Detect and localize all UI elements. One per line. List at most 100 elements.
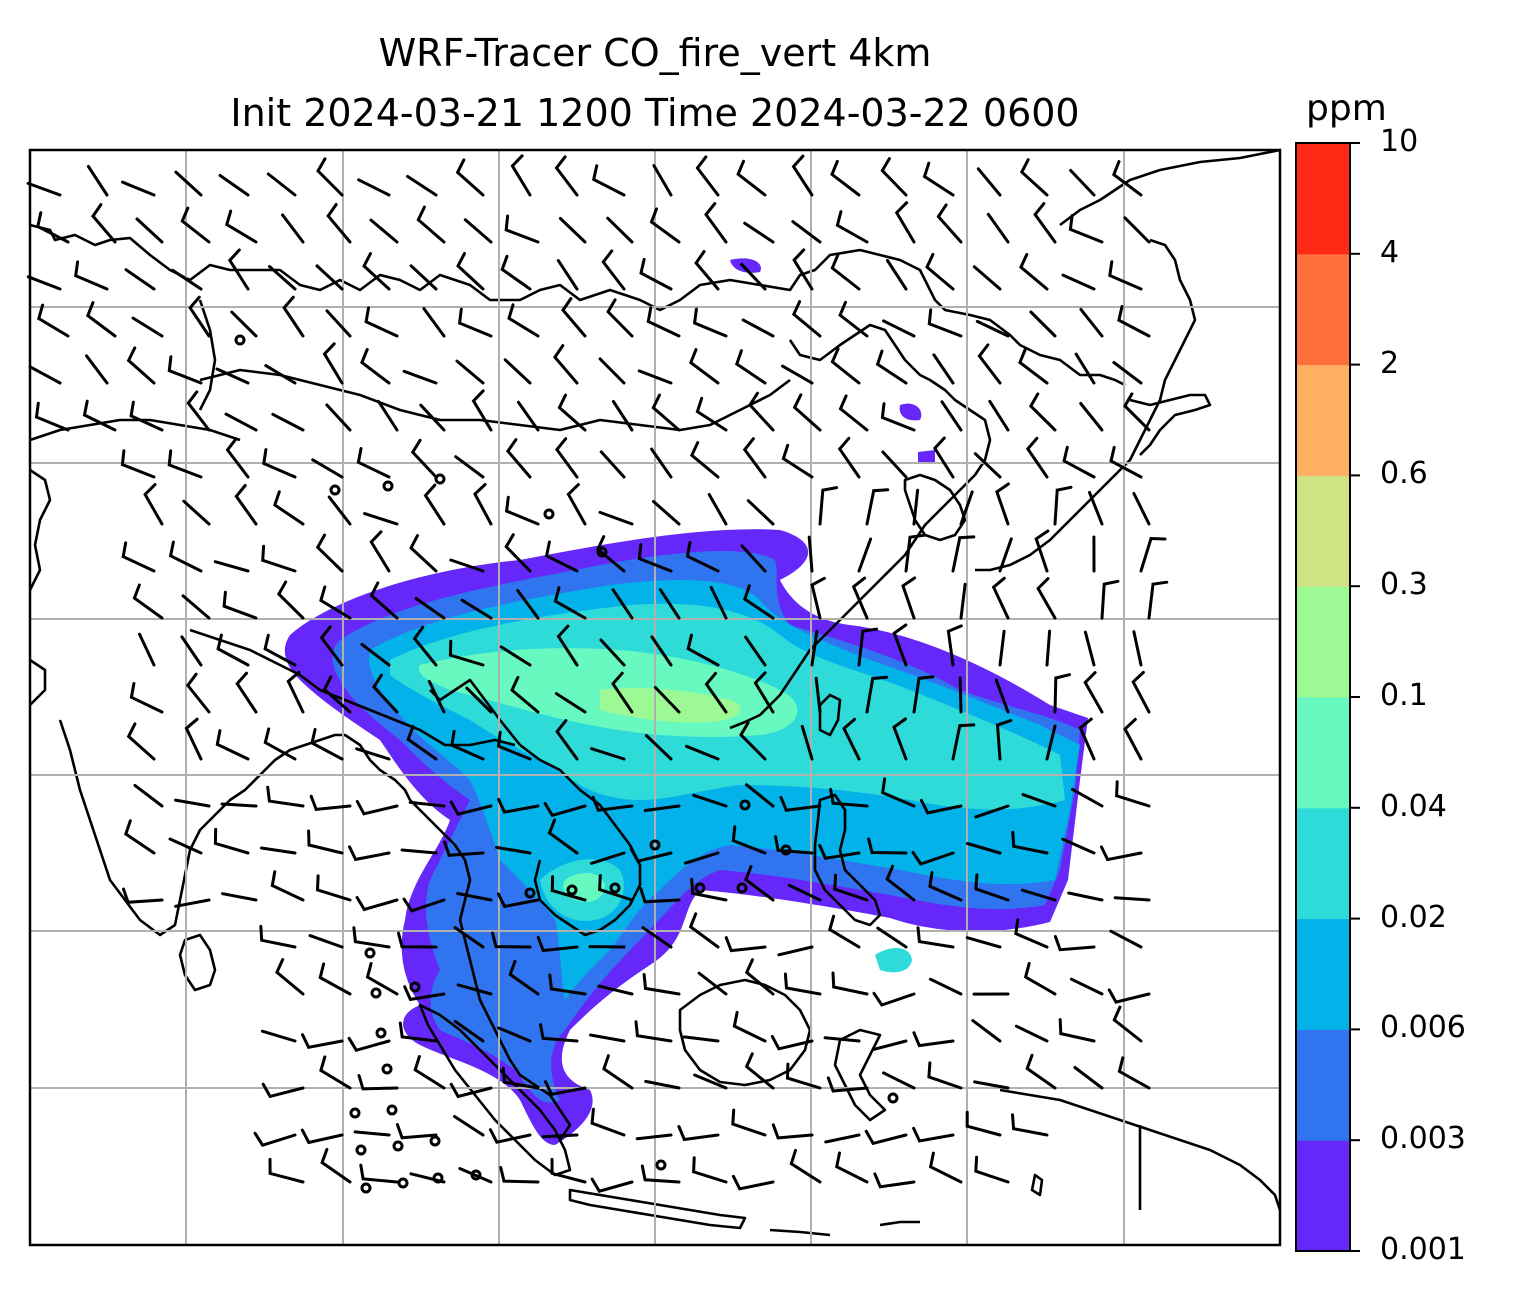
wind-barb bbox=[864, 1129, 908, 1146]
wind-barb bbox=[454, 455, 485, 479]
wind-barb bbox=[398, 1021, 438, 1043]
wind-barb bbox=[743, 865, 775, 902]
wind-barb bbox=[488, 1128, 532, 1144]
wind-barb bbox=[448, 639, 485, 667]
wind-barb bbox=[37, 303, 70, 338]
wind-barb bbox=[261, 1082, 305, 1099]
wind-barb bbox=[590, 1177, 634, 1193]
wind-barb bbox=[310, 727, 344, 761]
wind-barb bbox=[912, 488, 920, 526]
wind-barb bbox=[1079, 402, 1104, 432]
wind-barb bbox=[651, 393, 681, 432]
wind-barb bbox=[611, 671, 634, 714]
calm-wind-circle bbox=[392, 1140, 404, 1152]
wind-barb bbox=[406, 724, 438, 761]
wind-barb bbox=[1109, 445, 1143, 479]
wind-barb bbox=[688, 912, 720, 949]
wind-barb bbox=[510, 154, 532, 197]
calm-wind-circle bbox=[355, 1144, 367, 1156]
wind-barb bbox=[495, 845, 532, 855]
calm-wind-circle bbox=[649, 839, 661, 851]
wind-barb bbox=[225, 437, 250, 479]
wind-barb bbox=[500, 254, 532, 291]
wind-barb bbox=[876, 926, 908, 949]
wind-barb bbox=[311, 458, 344, 479]
wind-barb bbox=[1011, 830, 1049, 855]
wind-barb bbox=[541, 1133, 579, 1139]
calm-wind-circle bbox=[329, 484, 341, 496]
calm-wind-circle bbox=[543, 508, 555, 520]
wind-barb bbox=[547, 818, 579, 855]
wind-barb bbox=[1053, 935, 1096, 952]
wind-barb bbox=[867, 837, 908, 855]
wind-barb bbox=[143, 483, 164, 526]
calm-wind-circle bbox=[360, 1182, 372, 1194]
wind-barb bbox=[132, 583, 164, 620]
wind-barb bbox=[704, 202, 728, 244]
wind-barb bbox=[928, 1151, 963, 1184]
wind-barb bbox=[928, 871, 963, 902]
calm-wind-circle bbox=[429, 1135, 441, 1147]
wind-barb bbox=[167, 355, 203, 385]
wind-barb bbox=[590, 1107, 626, 1137]
wind-barb bbox=[744, 635, 767, 667]
wind-barb bbox=[1033, 202, 1057, 244]
wind-barb bbox=[1034, 529, 1050, 573]
colorbar-tick-label: 0.001 bbox=[1380, 1232, 1466, 1267]
wind-barb bbox=[1132, 630, 1143, 667]
wind-barb bbox=[516, 589, 540, 620]
wind-barb bbox=[1112, 1005, 1143, 1043]
wind-barb bbox=[271, 412, 305, 432]
wind-barb bbox=[122, 887, 164, 904]
wind-barb bbox=[309, 794, 352, 812]
wind-barb bbox=[300, 1128, 344, 1145]
wind-barb bbox=[369, 581, 399, 620]
wind-barb bbox=[268, 1157, 305, 1184]
coastline-india-west bbox=[28, 468, 52, 591]
wind-barb bbox=[326, 203, 352, 244]
wind-barb bbox=[259, 846, 297, 855]
wind-barb bbox=[606, 298, 634, 338]
wind-barb bbox=[777, 945, 814, 957]
wind-barb bbox=[599, 638, 626, 667]
colorbar-swatch bbox=[1296, 697, 1350, 809]
wind-barb bbox=[414, 597, 446, 620]
calm-wind-circle bbox=[736, 882, 748, 894]
calm-wind-circle bbox=[694, 882, 706, 894]
wind-barb bbox=[922, 161, 955, 197]
wind-barb bbox=[499, 645, 532, 667]
colorbar-swatch bbox=[1296, 918, 1350, 1030]
wind-barb bbox=[771, 1123, 814, 1140]
wind-barb bbox=[977, 343, 1002, 385]
wind-barb bbox=[174, 798, 211, 808]
wind-barb bbox=[1068, 214, 1104, 244]
wind-barb bbox=[566, 483, 587, 526]
coastline-indochina bbox=[409, 799, 572, 1141]
wind-barb bbox=[597, 984, 634, 996]
coastline-kamchatka bbox=[975, 238, 1197, 572]
wind-barb bbox=[556, 624, 579, 667]
wind-barb bbox=[558, 217, 587, 244]
wind-barb bbox=[1036, 577, 1057, 620]
wind-barb bbox=[496, 730, 532, 761]
wind-barb bbox=[443, 840, 485, 857]
wind-barb bbox=[642, 973, 681, 996]
wind-barb bbox=[637, 369, 673, 385]
wind-barb bbox=[253, 1131, 297, 1147]
wind-barb bbox=[650, 635, 673, 667]
wind-barb bbox=[692, 793, 728, 808]
wind-barb bbox=[410, 438, 438, 479]
wind-barb bbox=[355, 747, 391, 761]
wind-barb bbox=[553, 344, 579, 385]
wind-barb bbox=[510, 675, 540, 714]
wind-barb bbox=[499, 1166, 540, 1184]
calm-wind-circle bbox=[432, 1172, 444, 1184]
calm-wind-circle bbox=[382, 480, 394, 492]
wind-barb bbox=[637, 543, 673, 573]
wind-barb bbox=[695, 396, 728, 432]
wind-barb bbox=[133, 783, 164, 808]
wind-barb bbox=[1069, 977, 1104, 996]
wind-barb bbox=[227, 248, 250, 291]
colorbar-tick-label: 10 bbox=[1380, 124, 1419, 159]
wind-barb bbox=[743, 584, 775, 620]
